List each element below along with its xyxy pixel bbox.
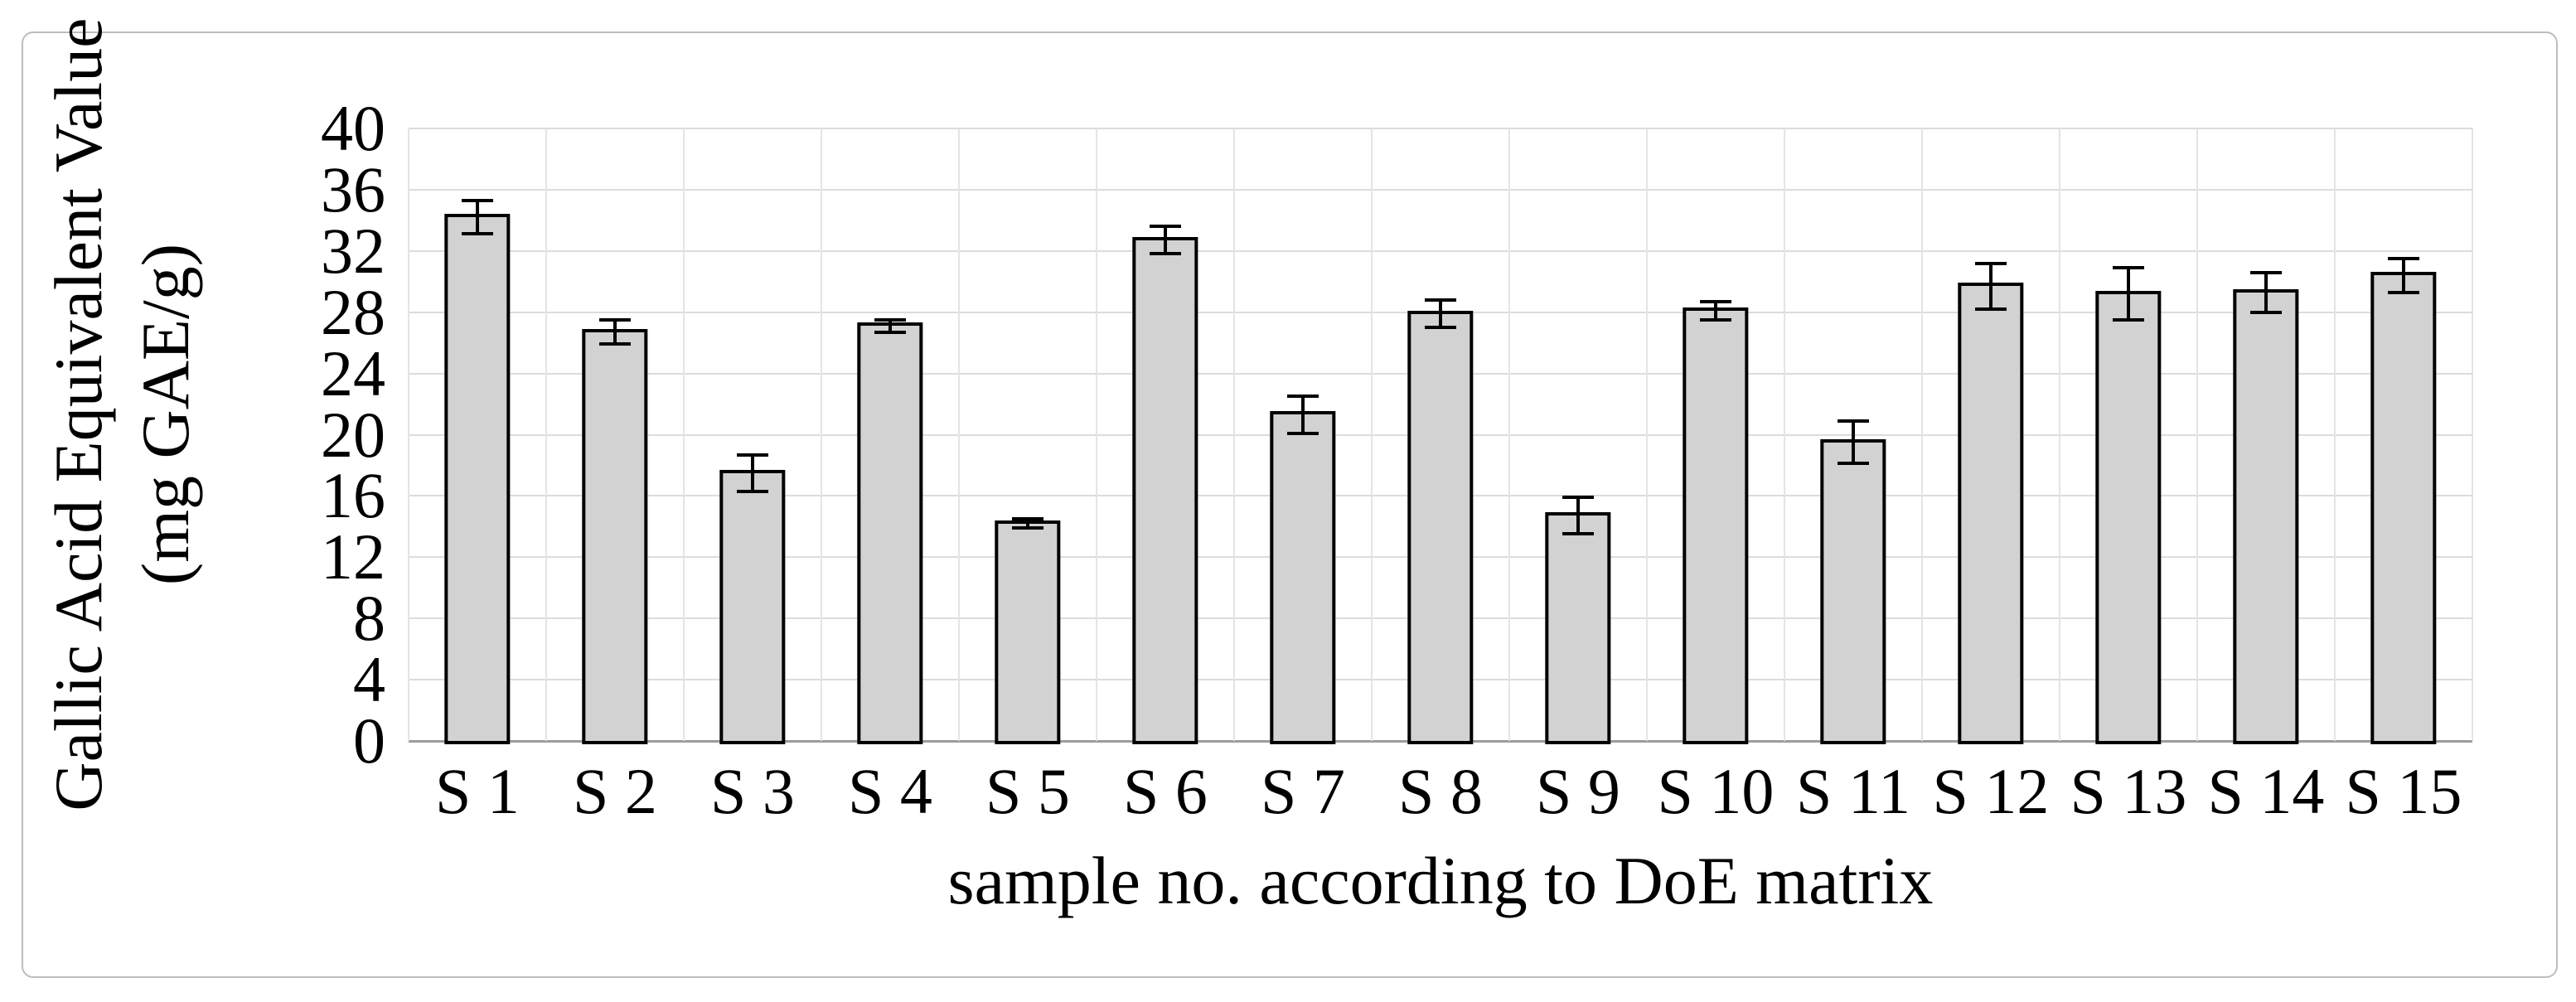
bar [1545, 512, 1611, 744]
x-tick-label: S 6 [1123, 755, 1208, 827]
error-bar [2388, 257, 2419, 294]
v-gridline [545, 128, 547, 741]
v-gridline [1371, 128, 1373, 741]
error-bar [1562, 496, 1594, 536]
bar [995, 520, 1061, 744]
bar-column [959, 128, 1097, 744]
bar-column [1097, 128, 1234, 744]
v-gridline [2334, 128, 2336, 741]
y-axis-tick-labels: 40 36 32 28 24 20 16 12 8 4 0 [207, 96, 385, 773]
y-tick-label: 8 [353, 582, 385, 655]
x-tick-label: S 15 [2345, 755, 2462, 827]
v-gridline [2196, 128, 2198, 741]
bar-column [2060, 128, 2197, 744]
v-gridline [958, 128, 960, 741]
bar [444, 214, 511, 744]
v-gridline [2059, 128, 2060, 741]
x-tick-label: S 12 [1932, 755, 2050, 827]
bar-column [821, 128, 959, 744]
plot-area [408, 128, 2473, 744]
bar [1270, 411, 1336, 744]
bar [1407, 310, 1474, 744]
bar [719, 469, 786, 744]
y-tick-label: 4 [353, 643, 385, 716]
bar-column [409, 128, 546, 744]
bar-column [1922, 128, 2060, 744]
error-bar [2250, 270, 2282, 314]
bars-container [409, 128, 2472, 744]
bar-column [546, 128, 684, 744]
y-tick-label: 36 [321, 152, 385, 225]
v-gridline [1233, 128, 1235, 741]
error-bar [1838, 419, 1869, 466]
bar [1820, 438, 1886, 744]
y-tick-label: 24 [321, 336, 385, 409]
y-tick-label: 28 [321, 275, 385, 348]
v-gridline [1096, 128, 1097, 741]
error-bar [737, 453, 768, 493]
y-axis-title-line2: (mg GAE/g) [128, 243, 203, 586]
bar [857, 322, 923, 744]
x-tick-label: S 11 [1796, 755, 1910, 827]
x-tick-label: S 7 [1261, 755, 1345, 827]
bar-column [2197, 128, 2335, 744]
x-tick-label: S 4 [848, 755, 932, 827]
bar-column [1509, 128, 1647, 744]
bar-column [2335, 128, 2472, 744]
h-gridline [409, 188, 2472, 191]
y-tick-label: 16 [321, 459, 385, 532]
error-bar [1150, 225, 1181, 256]
error-bar [1700, 299, 1731, 322]
bar [1132, 236, 1198, 744]
v-gridline [1784, 128, 1785, 741]
x-tick-label: S 14 [2207, 755, 2325, 827]
v-gridline [1508, 128, 1510, 741]
error-bar [1425, 298, 1456, 330]
x-tick-label: S 1 [435, 755, 520, 827]
bar-column [684, 128, 821, 744]
v-gridline [1646, 128, 1648, 741]
y-tick-label: 32 [321, 214, 385, 287]
error-bar [599, 318, 631, 346]
x-tick-label: S 5 [985, 755, 1070, 827]
v-gridline [683, 128, 685, 741]
error-bar [2113, 266, 2144, 322]
v-gridline [1921, 128, 1923, 741]
x-tick-label: S 2 [573, 755, 657, 827]
y-tick-label: 12 [321, 520, 385, 593]
bar [2095, 290, 2162, 744]
bar-column [1234, 128, 1372, 744]
h-gridline [409, 249, 2472, 252]
bar [1958, 283, 2024, 744]
error-bar [1012, 517, 1043, 530]
v-gridline [2472, 128, 2473, 741]
bar [2370, 272, 2437, 744]
x-tick-label: S 13 [2070, 755, 2187, 827]
error-bar [1287, 395, 1319, 435]
y-axis-title-line1: Gallic Acid Equivalent Value [41, 17, 116, 811]
bar [1683, 307, 1749, 744]
x-tick-label: S 8 [1398, 755, 1483, 827]
h-gridline [409, 128, 2472, 129]
y-tick-label: 0 [353, 704, 385, 777]
x-tick-label: S 9 [1536, 755, 1620, 827]
y-tick-label: 40 [321, 92, 385, 164]
v-gridline [408, 128, 409, 741]
v-gridline [821, 128, 822, 741]
x-tick-label: S 10 [1657, 755, 1775, 827]
bar-column [1647, 128, 1784, 744]
x-axis-title: sample no. according to DoE matrix [947, 843, 1934, 918]
error-bar [874, 318, 906, 334]
error-bar [1975, 261, 2007, 311]
bar-column [1784, 128, 1922, 744]
y-tick-label: 20 [321, 398, 385, 471]
x-tick-label: S 3 [710, 755, 795, 827]
bar [2233, 288, 2299, 744]
error-bar [462, 199, 493, 236]
bar [582, 328, 648, 744]
bar-column [1372, 128, 1509, 744]
